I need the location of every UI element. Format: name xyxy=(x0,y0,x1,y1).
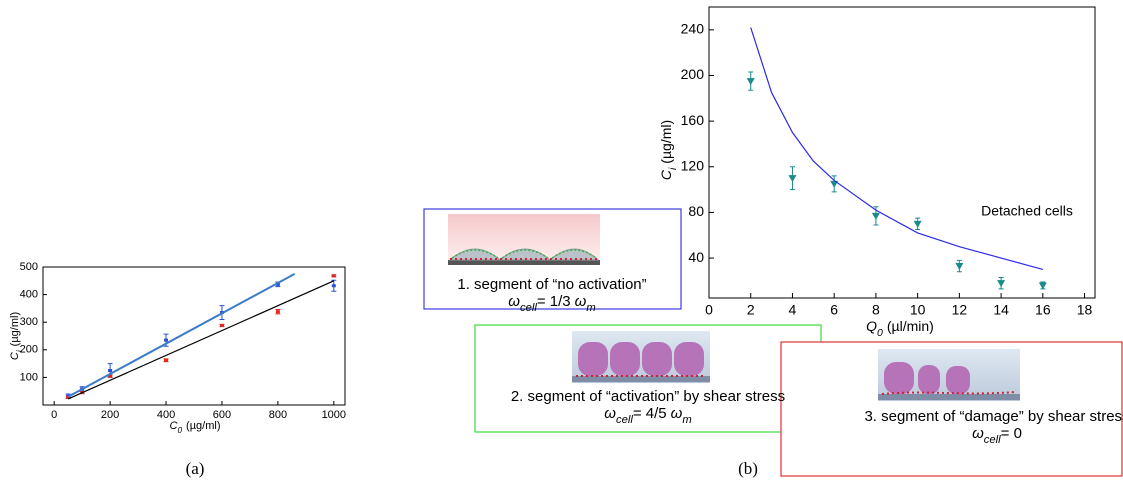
y-tick-label: 100 xyxy=(20,371,38,383)
segment-formula-part: m xyxy=(682,414,691,426)
point xyxy=(746,78,755,86)
x-axis-label-part: Q xyxy=(866,318,877,334)
y-axis-label-part: i xyxy=(15,349,24,352)
point xyxy=(66,395,71,399)
panel-label: (a) xyxy=(186,459,205,478)
segment-formula-part: ω xyxy=(671,405,683,422)
point xyxy=(275,282,280,286)
point xyxy=(219,324,224,328)
x-tick-label: 16 xyxy=(1035,301,1051,317)
x-tick-label: 400 xyxy=(157,409,175,421)
fit-line xyxy=(750,27,1043,271)
x-tick-label: 14 xyxy=(993,301,1009,317)
y-tick-label: 300 xyxy=(20,316,38,328)
x-tick-label: 12 xyxy=(952,301,968,317)
x-tick-label: 4 xyxy=(789,301,797,317)
point xyxy=(164,338,169,342)
segment-formula-part: = 4/5 xyxy=(633,405,667,422)
illustration xyxy=(878,349,1020,401)
point xyxy=(913,220,922,228)
segment-formula-part: cell xyxy=(520,302,537,314)
point xyxy=(1038,282,1047,290)
y-axis-label-part: i xyxy=(667,167,679,170)
x-tick-label: 0 xyxy=(51,409,57,421)
segment-title: 3. segment of “damage” by shear stress xyxy=(864,408,1123,425)
y-tick-label: 200 xyxy=(20,344,38,356)
x-tick-label: 0 xyxy=(705,301,713,317)
point xyxy=(955,263,964,271)
y-axis-label: Ci (µg/ml) xyxy=(9,312,24,360)
illustration xyxy=(448,214,600,265)
x-tick-label: 600 xyxy=(213,409,231,421)
y-axis-label-part: (µg/ml) xyxy=(658,120,674,164)
fit-line xyxy=(67,280,335,400)
x-tick-label: 800 xyxy=(269,409,287,421)
y-axis-label-part: C xyxy=(658,169,674,180)
y-tick-label: 120 xyxy=(681,157,705,173)
annotation: Detached cells xyxy=(981,203,1073,219)
segment-formula-part: cell xyxy=(616,414,633,426)
point xyxy=(331,284,336,288)
plot-frame xyxy=(42,266,346,406)
point xyxy=(830,180,839,188)
segment-formula-part: = 1/3 xyxy=(537,293,571,310)
x-tick-label: 1000 xyxy=(322,409,346,421)
x-tick-label: 10 xyxy=(910,301,926,317)
segment-formula-part: ω xyxy=(604,405,616,422)
x-tick-label: 200 xyxy=(101,409,119,421)
x-axis-label-part: (µl/min) xyxy=(887,318,934,334)
x-axis-label-part: 0 xyxy=(877,327,883,339)
x-axis-label-part: 0 xyxy=(177,426,182,435)
y-tick-label: 160 xyxy=(681,112,705,128)
illustration xyxy=(572,331,710,383)
panel-label: (b) xyxy=(738,459,758,478)
y-tick-label: 400 xyxy=(20,289,38,301)
x-axis-label-part: C xyxy=(170,420,178,432)
segment-formula-part: ω xyxy=(972,425,984,442)
point xyxy=(108,369,113,372)
point xyxy=(997,280,1006,288)
plot-frame xyxy=(708,6,1096,299)
y-tick-label: 240 xyxy=(681,21,705,37)
x-axis-label: Q0 (µl/min) xyxy=(866,318,934,339)
x-tick-label: 18 xyxy=(1077,301,1093,317)
segment-title: 2. segment of “activation” by shear stre… xyxy=(511,388,785,405)
fit-line xyxy=(67,273,296,398)
segment-formula: ωcell= 0 xyxy=(972,425,1022,446)
y-tick-label: 200 xyxy=(681,66,705,82)
x-axis-label-part: (µg/ml) xyxy=(186,420,220,432)
point xyxy=(108,374,113,378)
point xyxy=(164,358,169,362)
y-tick-label: 80 xyxy=(688,203,704,219)
segment-formula-part: cell xyxy=(984,434,1001,446)
y-axis-label: Ci (µg/ml) xyxy=(658,120,679,180)
y-axis-label-part: (µg/ml) xyxy=(9,312,21,346)
point xyxy=(275,310,280,314)
x-tick-label: 6 xyxy=(830,301,838,317)
segment-formula-part: ω xyxy=(508,293,520,310)
y-axis-label-part: C xyxy=(9,352,21,360)
segment-formula-part: = 0 xyxy=(1001,425,1022,442)
segment-formula-part: m xyxy=(586,302,595,314)
x-axis-label: C0 (µg/ml) xyxy=(170,420,221,435)
y-tick-label: 40 xyxy=(688,249,704,265)
segment-formula: ωcell= 4/5 ωm xyxy=(604,405,691,426)
point xyxy=(788,175,797,183)
point xyxy=(331,274,336,278)
point xyxy=(871,212,880,220)
x-tick-label: 8 xyxy=(872,301,880,317)
segment-formula-part: ω xyxy=(575,293,587,310)
x-tick-label: 2 xyxy=(747,301,755,317)
segment-title: 1. segment of “no activation” xyxy=(457,276,646,293)
segment-formula: ωcell= 1/3 ωm xyxy=(508,293,595,314)
y-tick-label: 500 xyxy=(20,261,38,273)
